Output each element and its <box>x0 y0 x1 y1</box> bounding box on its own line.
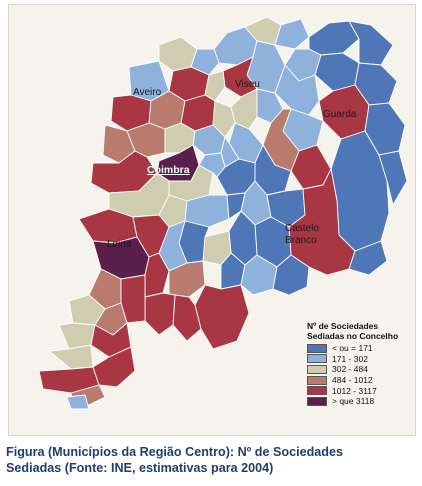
legend: Nº de Sociedades Sediadas no Concelho < … <box>307 321 419 407</box>
caption-line2: Sediadas (Fonte: INE, estimativas para 2… <box>6 461 274 475</box>
legend-label: 171 - 302 <box>332 353 368 364</box>
city-label-aveiro: Aveiro <box>133 87 162 98</box>
municipality <box>274 64 320 116</box>
municipality <box>144 292 176 336</box>
city-label-castelo-line2: Branco <box>285 235 317 246</box>
figure-caption: Figura (Municípios da Região Centro): Nº… <box>6 444 418 476</box>
city-label-guarda: Guarda <box>323 109 357 120</box>
municipality <box>348 240 388 276</box>
legend-title-line2: Sediadas no Concelho <box>307 331 399 341</box>
city-label-viseu: Viseu <box>235 79 260 90</box>
municipality <box>348 20 394 66</box>
legend-swatch <box>307 354 327 364</box>
municipality <box>190 48 220 76</box>
municipality <box>66 394 90 410</box>
legend-swatch <box>307 396 327 406</box>
legend-swatch <box>307 375 327 385</box>
legend-label: 484 - 1012 <box>332 375 373 386</box>
city-label-castelo-line1: Castelo <box>285 223 319 234</box>
map-frame: Aveiro Viseu Guarda Coimbra Castelo Bran… <box>8 4 416 436</box>
legend-row: 171 - 302 <box>307 354 419 365</box>
legend-row: 484 - 1012 <box>307 375 419 386</box>
legend-row: 302 - 484 <box>307 364 419 375</box>
municipality <box>378 150 408 206</box>
choropleth-map <box>38 16 408 410</box>
city-label-coimbra: Coimbra <box>147 164 190 176</box>
legend-label: > que 3118 <box>332 396 375 407</box>
legend-label: 1012 - 3117 <box>332 385 377 396</box>
city-label-leiria: Leiria <box>107 239 132 250</box>
legend-swatch <box>307 364 327 374</box>
municipality <box>212 100 236 138</box>
legend-title-line1: Nº de Sociedades <box>307 321 379 331</box>
legend-label: 302 - 484 <box>332 364 368 375</box>
legend-row: 1012 - 3117 <box>307 385 419 396</box>
legend-row: > que 3118 <box>307 396 419 407</box>
legend-label: < ou = 171 <box>332 343 373 354</box>
caption-line1: Figura (Municípios da Região Centro): Nº… <box>6 445 343 459</box>
legend-swatch <box>307 343 327 353</box>
municipality <box>204 70 226 102</box>
municipality <box>274 18 310 50</box>
legend-swatch <box>307 386 327 396</box>
municipality <box>272 254 310 296</box>
legend-title: Nº de Sociedades Sediadas no Concelho <box>307 321 419 341</box>
legend-row: < ou = 171 <box>307 343 419 354</box>
municipality <box>48 344 94 370</box>
municipality <box>194 284 250 350</box>
